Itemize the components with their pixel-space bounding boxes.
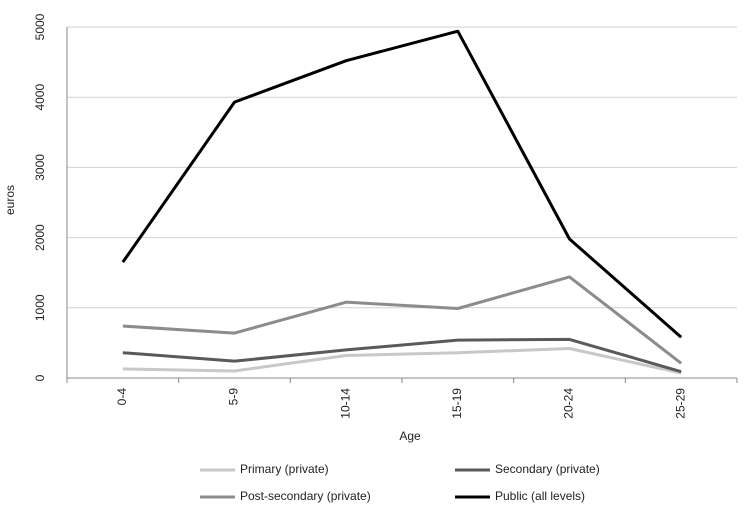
- x-tick-label: 15-19: [450, 388, 464, 419]
- x-tick-label: 10-14: [338, 388, 352, 419]
- x-axis-label: Age: [399, 429, 421, 443]
- y-tick-label: 1000: [33, 294, 47, 321]
- x-tick-label: 5-9: [227, 388, 241, 406]
- x-tick-label: 25-29: [673, 388, 687, 419]
- y-tick-label: 3000: [33, 154, 47, 181]
- series-line: [122, 275, 683, 365]
- legend-label: Secondary (private): [495, 462, 600, 476]
- y-tick-label: 2000: [33, 224, 47, 251]
- legend-label: Primary (private): [240, 462, 329, 476]
- series-line: [121, 29, 683, 339]
- y-tick-label: 0: [33, 374, 47, 381]
- y-tick-label: 4000: [33, 84, 47, 111]
- legend-label: Public (all levels): [495, 489, 585, 503]
- series-line: [122, 337, 682, 374]
- x-tick-label: 0-4: [115, 388, 129, 406]
- y-tick-label: 5000: [33, 13, 47, 40]
- legend-label: Post-secondary (private): [240, 489, 371, 503]
- series-line: [122, 347, 682, 375]
- y-axis-label: euros: [3, 185, 17, 215]
- x-tick-label: 20-24: [562, 388, 576, 419]
